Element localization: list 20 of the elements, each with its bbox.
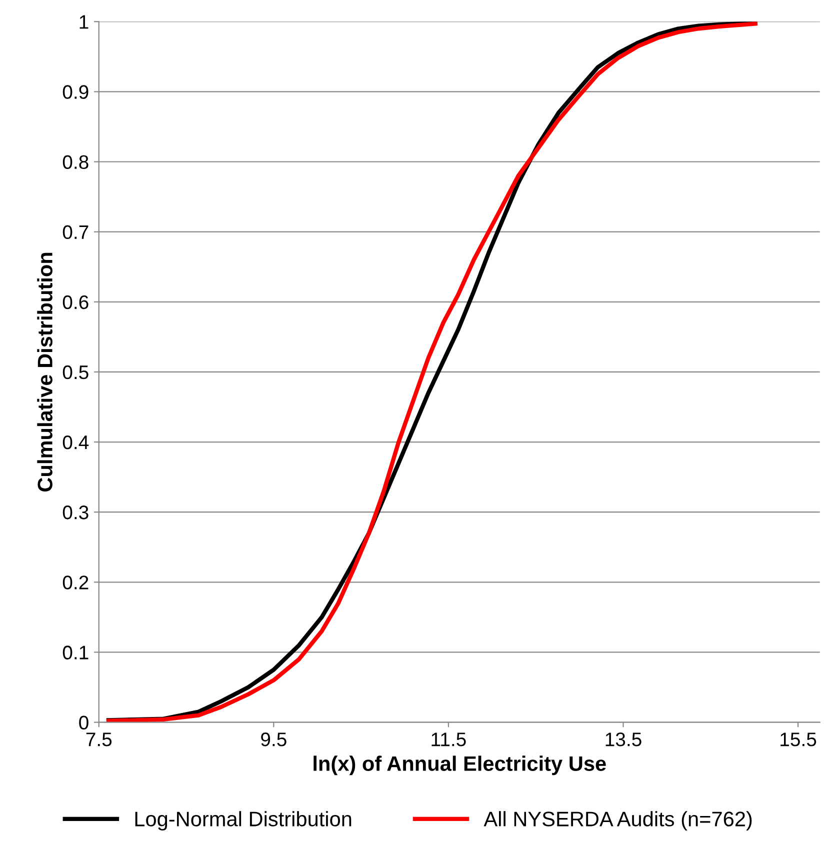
y-tick-label: 1 <box>80 15 88 29</box>
x-tick-label: 13.5 <box>606 732 642 746</box>
y-axis-title: Culmulative Distribution <box>37 252 52 492</box>
x-tick-label: 7.5 <box>86 732 112 746</box>
legend-label: Log-Normal Distribution <box>135 811 352 831</box>
x-tick-label: 11.5 <box>432 732 466 746</box>
legend-label: All NYSERDA Audits (n=762) <box>484 811 752 830</box>
y-tick-label: 0.9 <box>62 85 88 99</box>
y-tick-label: 0.7 <box>62 225 88 240</box>
y-tick-label: 0.6 <box>62 295 88 310</box>
y-tick-label: 0.2 <box>62 576 88 590</box>
x-tick-label: 15.5 <box>780 732 816 746</box>
x-tick-label: 9.5 <box>261 732 286 746</box>
y-tick-label: 0.3 <box>62 506 88 520</box>
y-tick-label: 0 <box>79 716 88 730</box>
y-tick-label: 0.8 <box>62 155 88 169</box>
y-tick-label: 0.4 <box>62 435 89 450</box>
y-tick-label: 0.1 <box>62 646 88 660</box>
x-axis-title: ln(x) of Annual Electricity Use <box>314 756 606 776</box>
y-tick-label: 0.5 <box>62 365 88 380</box>
